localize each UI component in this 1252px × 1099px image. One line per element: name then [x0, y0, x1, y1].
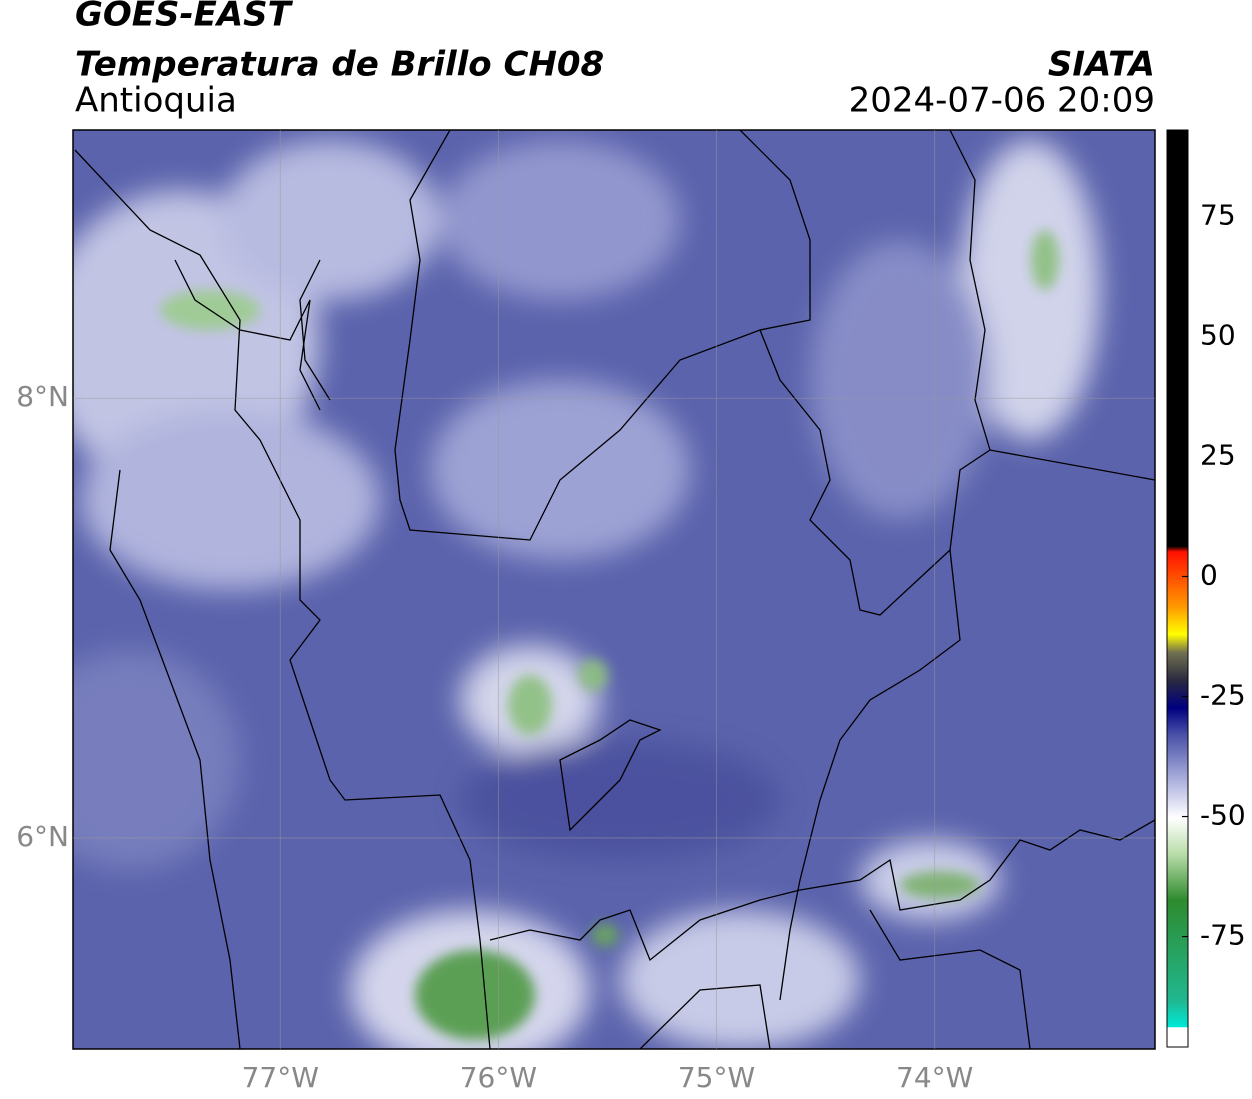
colorbar-tick-label: 50	[1200, 318, 1236, 351]
timestamp: 2024-07-06 20:09	[849, 81, 1155, 121]
colorbar-tick-label: 0	[1200, 558, 1218, 591]
source: SIATA	[1048, 45, 1155, 85]
title: GOES-EAST	[75, 0, 294, 35]
subtitle: Temperatura de Brillo CH08	[75, 45, 604, 85]
map-frame	[72, 129, 1156, 1050]
colorbar-tick-label: 75	[1200, 198, 1236, 231]
y-tick-label: 8°N	[16, 380, 69, 413]
colorbar	[1166, 129, 1189, 1048]
y-tick-label: 6°N	[16, 820, 69, 853]
x-tick-label: 74°W	[896, 1061, 973, 1094]
colorbar-tick-label: 25	[1200, 438, 1236, 471]
x-tick-label: 77°W	[242, 1061, 319, 1094]
x-tick-label: 76°W	[460, 1061, 537, 1094]
colorbar-tick-label: -25	[1200, 679, 1246, 712]
region: Antioquia	[75, 81, 237, 121]
colorbar-tick-label: -75	[1200, 919, 1246, 952]
colorbar-tick-label: -50	[1200, 799, 1246, 832]
x-tick-label: 75°W	[678, 1061, 755, 1094]
satellite-image	[73, 130, 1155, 1049]
